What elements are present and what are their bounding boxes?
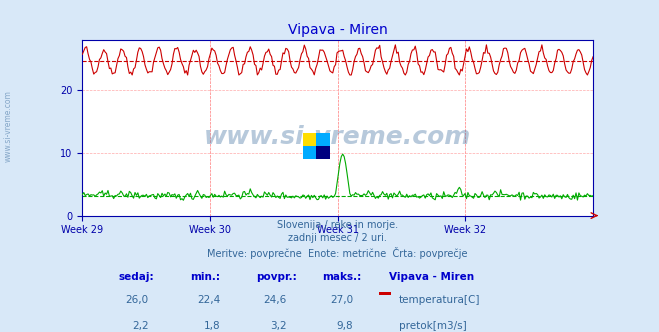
FancyBboxPatch shape [378,318,391,332]
Text: 1,8: 1,8 [204,321,220,331]
Text: pretok[m3/s]: pretok[m3/s] [399,321,467,331]
Bar [303,133,316,146]
FancyBboxPatch shape [378,292,391,310]
Text: 26,0: 26,0 [126,295,149,305]
Text: povpr.:: povpr.: [256,272,297,282]
Text: maks.:: maks.: [322,272,362,282]
Bar [316,133,330,146]
Text: 9,8: 9,8 [337,321,353,331]
Text: 22,4: 22,4 [197,295,220,305]
Title: Vipava - Miren: Vipava - Miren [288,23,387,37]
Text: temperatura[C]: temperatura[C] [399,295,480,305]
Text: 2,2: 2,2 [132,321,149,331]
Text: sedaj:: sedaj: [118,272,154,282]
Text: zadnji mesec / 2 uri.: zadnji mesec / 2 uri. [288,233,387,243]
Text: Vipava - Miren: Vipava - Miren [389,272,474,282]
Text: Meritve: povprečne  Enote: metrične  Črta: povprečje: Meritve: povprečne Enote: metrične Črta:… [208,247,468,259]
Text: 27,0: 27,0 [330,295,353,305]
Text: Slovenija / reke in morje.: Slovenija / reke in morje. [277,219,398,230]
Bar [316,146,330,159]
Text: www.si-vreme.com: www.si-vreme.com [204,124,471,148]
Text: min.:: min.: [190,272,219,282]
Text: 3,2: 3,2 [270,321,287,331]
Text: 24,6: 24,6 [264,295,287,305]
Bar [303,146,316,159]
Text: www.si-vreme.com: www.si-vreme.com [3,90,13,162]
